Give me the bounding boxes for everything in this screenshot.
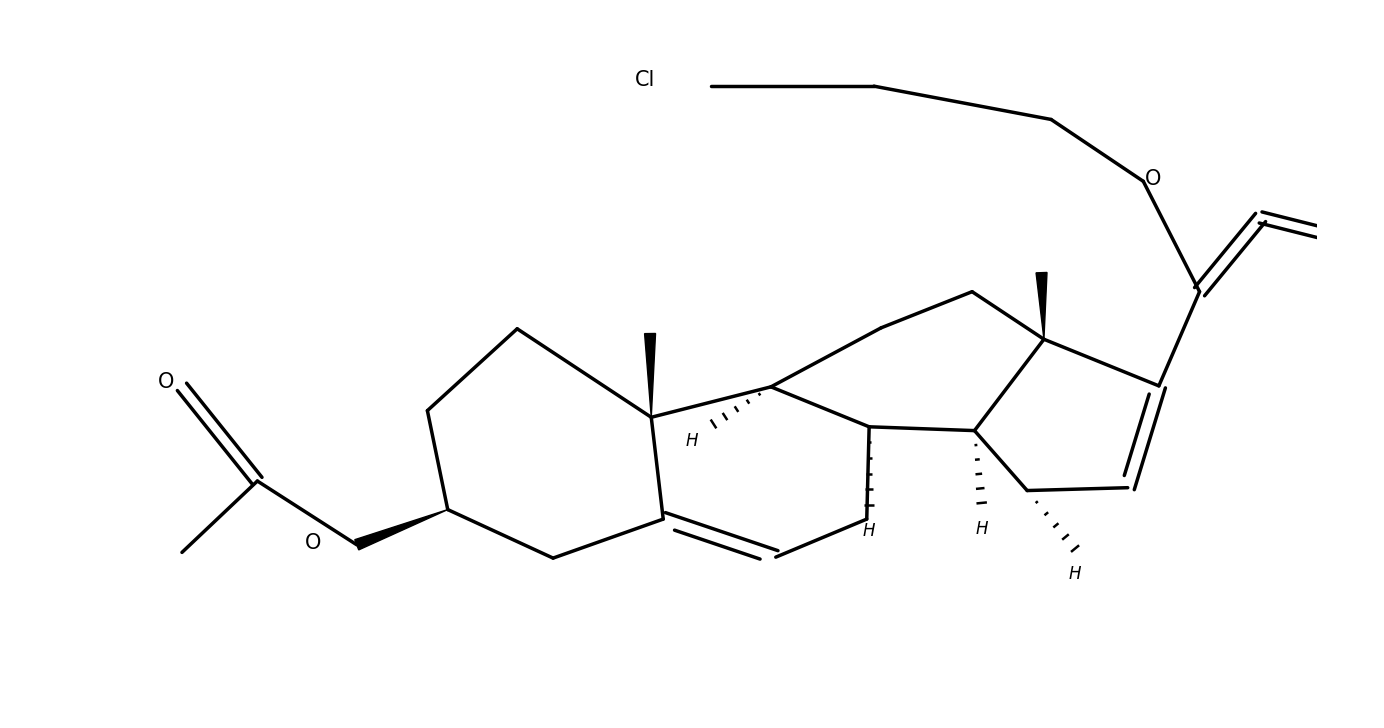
Text: Cl: Cl [634,69,655,90]
Polygon shape [645,333,656,417]
Polygon shape [354,510,448,550]
Text: O: O [1145,170,1161,189]
Text: O: O [158,372,174,392]
Text: H: H [976,520,988,538]
Text: H: H [1068,565,1081,583]
Text: O: O [304,533,321,553]
Polygon shape [1037,272,1048,339]
Text: H: H [685,432,698,450]
Text: H: H [862,522,876,540]
